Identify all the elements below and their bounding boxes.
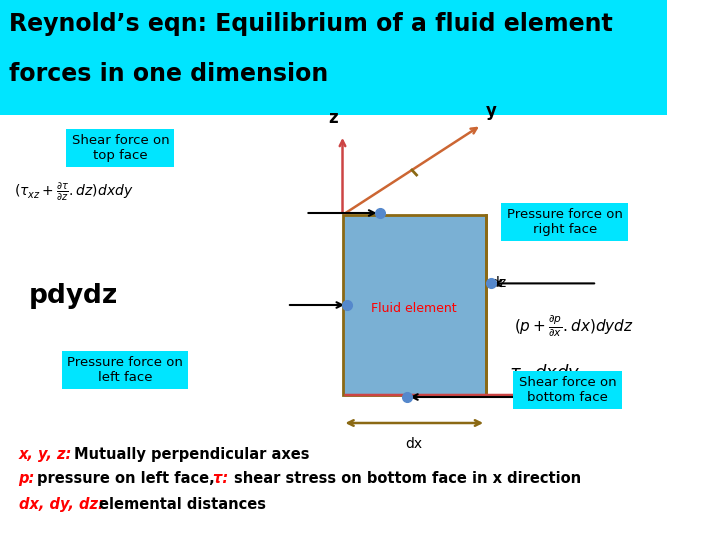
Text: Shear force on
top face: Shear force on top face <box>71 134 169 162</box>
Text: dx: dx <box>405 437 423 451</box>
Text: shear stress on bottom face in x direction: shear stress on bottom face in x directi… <box>234 471 581 486</box>
Text: Fluid element: Fluid element <box>372 302 457 315</box>
Text: x, y, z:: x, y, z: <box>19 447 77 462</box>
Text: x: x <box>567 386 578 404</box>
Text: $\tau_{xz}dxdy$: $\tau_{xz}dxdy$ <box>509 362 581 384</box>
Text: Mutually perpendicular axes: Mutually perpendicular axes <box>74 447 310 462</box>
Text: z: z <box>328 109 338 127</box>
Text: dx, dy, dz:: dx, dy, dz: <box>19 497 109 512</box>
Text: Reynold’s eqn: Equilibrium of a fluid element: Reynold’s eqn: Equilibrium of a fluid el… <box>9 12 613 36</box>
Text: elemental distances: elemental distances <box>99 497 266 512</box>
Bar <box>0 0 667 115</box>
Text: p:: p: <box>19 471 40 486</box>
Text: dz: dz <box>490 276 507 291</box>
Text: τ:: τ: <box>213 471 233 486</box>
Text: $(p+\frac{\partial p}{\partial x}.dx)dydz$: $(p+\frac{\partial p}{\partial x}.dx)dyd… <box>514 314 634 339</box>
Text: Shear force on
bottom face: Shear force on bottom face <box>518 376 616 404</box>
Text: y: y <box>486 102 497 120</box>
Bar <box>343 215 486 395</box>
Text: forces in one dimension: forces in one dimension <box>9 62 328 86</box>
Text: $(\tau_{xz}+\frac{\partial\tau}{\partial z}.dz)dxdy$: $(\tau_{xz}+\frac{\partial\tau}{\partial… <box>14 181 133 203</box>
Text: Pressure force on
left face: Pressure force on left face <box>67 356 183 384</box>
Text: $\bf{pdydz}$: $\bf{pdydz}$ <box>28 281 117 311</box>
Text: pressure on left face,: pressure on left face, <box>37 471 220 486</box>
Text: Pressure force on
right face: Pressure force on right face <box>507 208 623 236</box>
